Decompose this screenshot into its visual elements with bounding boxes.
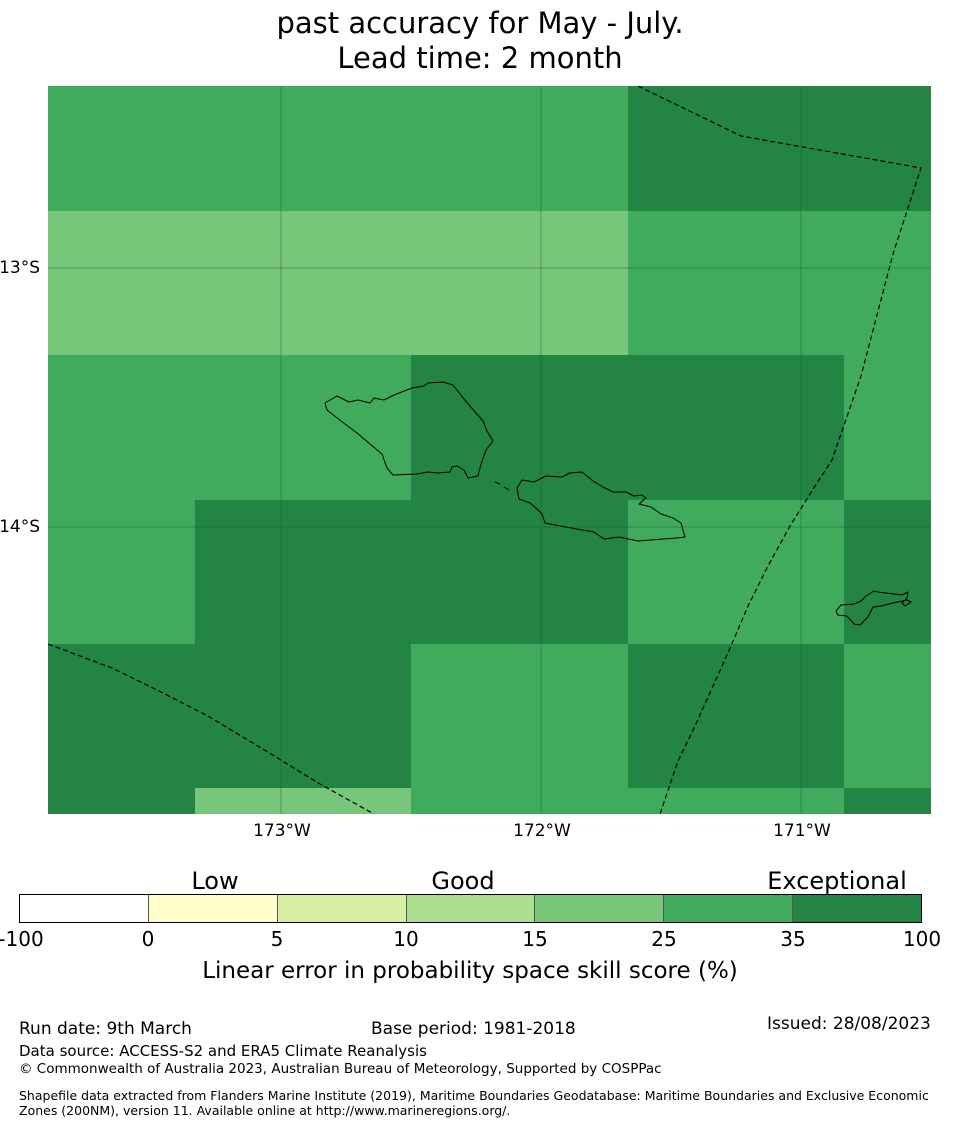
coastlines bbox=[324, 381, 912, 626]
run-date: Run date: 9th March bbox=[19, 1019, 192, 1039]
issued-date: Issued: 28/08/2023 bbox=[767, 1014, 931, 1034]
lon-label-172w: 172°W bbox=[513, 821, 571, 841]
skill-map bbox=[48, 86, 931, 814]
lon-label-171w: 171°W bbox=[773, 821, 831, 841]
colorbar-axis-label: Linear error in probability space skill … bbox=[202, 958, 738, 984]
colorbar-tick: 0 bbox=[141, 927, 155, 951]
skill-grid-cell bbox=[411, 86, 629, 212]
colorbar bbox=[19, 894, 922, 923]
skill-grid-cell bbox=[628, 788, 845, 814]
skill-grid-cell bbox=[628, 500, 845, 645]
skill-grid-cell bbox=[195, 211, 412, 356]
skill-map-svg bbox=[48, 86, 931, 814]
colorbar-segment bbox=[148, 895, 278, 922]
lon-label-173w: 173°W bbox=[253, 821, 311, 841]
skill-grid-cell bbox=[195, 788, 412, 814]
colorbar-segment bbox=[535, 895, 665, 922]
skill-grid-cell bbox=[844, 211, 931, 356]
savaii-island-outline bbox=[324, 381, 494, 479]
skill-grid-cell bbox=[411, 355, 629, 501]
eez-boundary-northeast bbox=[637, 86, 922, 814]
skill-grid-cell bbox=[48, 500, 196, 645]
skill-grid-cell bbox=[48, 86, 196, 212]
colorbar-tick: 100 bbox=[902, 927, 942, 951]
skill-grid-cell bbox=[48, 788, 196, 814]
skill-grid-cell bbox=[628, 644, 845, 789]
upolu-island-outline bbox=[516, 471, 686, 542]
skill-grid-cell bbox=[195, 355, 412, 501]
skill-grid-cell bbox=[411, 500, 629, 645]
graticule bbox=[48, 86, 931, 814]
skill-grid-cell bbox=[628, 211, 845, 356]
colorbar-segment bbox=[406, 895, 536, 922]
map-title-line-2: Lead time: 2 month bbox=[337, 41, 623, 75]
skill-grid-cell bbox=[48, 644, 196, 789]
colorbar-tick: -100 bbox=[0, 927, 44, 951]
legend-category-low: Low bbox=[191, 867, 239, 895]
skill-grid-cell bbox=[195, 644, 412, 789]
skill-grid-cell bbox=[844, 788, 931, 814]
shapefile-credit: Shapefile data extracted from Flanders M… bbox=[19, 1088, 929, 1118]
map-title-line-1: past accuracy for May - July. bbox=[276, 6, 684, 40]
skill-grid-cell bbox=[195, 86, 412, 212]
skill-grid-cell bbox=[844, 644, 931, 789]
colorbar-segment bbox=[20, 895, 149, 922]
skill-grid-cell bbox=[844, 86, 931, 212]
skill-grid-cell bbox=[411, 211, 629, 356]
legend-category-exceptional: Exceptional bbox=[767, 867, 907, 895]
tutuila-island-outline bbox=[835, 590, 912, 626]
colorbar-tick: 5 bbox=[270, 927, 284, 951]
colorbar-tick: 10 bbox=[393, 927, 419, 951]
data-source: Data source: ACCESS-S2 and ERA5 Climate … bbox=[19, 1042, 427, 1060]
colorbar-segment bbox=[793, 895, 922, 922]
skill-grid-cell bbox=[844, 500, 931, 645]
colorbar-tick: 15 bbox=[522, 927, 548, 951]
lat-label-13s: 13°S bbox=[0, 258, 40, 278]
colorbar-segment bbox=[664, 895, 794, 922]
skill-grid-cell bbox=[411, 644, 629, 789]
manono-islet bbox=[494, 481, 510, 491]
skill-grid-cell bbox=[411, 788, 629, 814]
skill-grid-cells bbox=[48, 86, 931, 814]
colorbar-tick: 25 bbox=[651, 927, 677, 951]
skill-grid-cell bbox=[628, 355, 845, 501]
eez-boundary-southwest bbox=[48, 643, 375, 814]
eez-boundaries bbox=[48, 86, 922, 814]
lat-label-14s: 14°S bbox=[0, 517, 40, 537]
skill-grid-cell bbox=[195, 500, 412, 645]
skill-grid-cell bbox=[844, 355, 931, 501]
skill-grid-cell bbox=[628, 86, 845, 212]
colorbar-segment bbox=[277, 895, 407, 922]
copyright-notice: © Commonwealth of Australia 2023, Austra… bbox=[19, 1061, 662, 1077]
skill-grid-cell bbox=[48, 355, 196, 501]
colorbar-tick: 35 bbox=[780, 927, 806, 951]
legend-category-good: Good bbox=[431, 867, 495, 895]
base-period: Base period: 1981-2018 bbox=[371, 1019, 576, 1039]
skill-grid-cell bbox=[48, 211, 196, 356]
